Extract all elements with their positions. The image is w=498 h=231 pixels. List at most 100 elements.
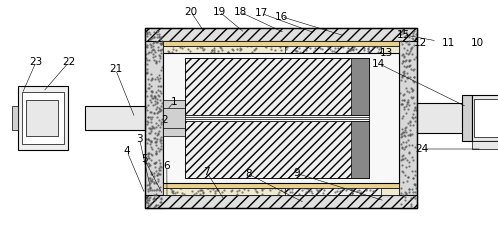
Point bbox=[410, 80, 418, 84]
Point bbox=[152, 173, 160, 177]
Text: 16: 16 bbox=[275, 12, 288, 22]
Bar bbox=[285, 41, 381, 63]
Point bbox=[154, 178, 162, 181]
Point bbox=[399, 157, 407, 161]
Point bbox=[410, 183, 418, 186]
Point bbox=[370, 183, 378, 186]
Bar bbox=[351, 58, 369, 115]
Point bbox=[188, 189, 196, 193]
Point bbox=[364, 49, 372, 52]
Point bbox=[155, 172, 163, 176]
Point bbox=[401, 128, 409, 132]
Point bbox=[326, 42, 334, 46]
Point bbox=[146, 172, 154, 176]
Point bbox=[147, 140, 155, 144]
Point bbox=[255, 182, 263, 186]
Point bbox=[156, 104, 164, 108]
Point bbox=[172, 48, 180, 52]
Point bbox=[144, 201, 152, 204]
Point bbox=[154, 123, 162, 127]
Point bbox=[374, 50, 382, 54]
Point bbox=[155, 119, 163, 122]
Point bbox=[400, 55, 408, 58]
Point bbox=[147, 130, 155, 133]
Point bbox=[148, 153, 156, 157]
Point bbox=[246, 42, 253, 46]
Point bbox=[145, 131, 153, 135]
Bar bbox=[163, 183, 399, 195]
Point bbox=[402, 30, 410, 34]
Point bbox=[406, 134, 414, 137]
Text: 22: 22 bbox=[62, 57, 75, 67]
Text: 8: 8 bbox=[246, 169, 252, 179]
Point bbox=[288, 190, 296, 194]
Point bbox=[146, 84, 154, 88]
Point bbox=[143, 108, 151, 112]
Point bbox=[397, 186, 405, 190]
Point bbox=[404, 42, 412, 46]
Point bbox=[156, 56, 164, 60]
Point bbox=[150, 112, 158, 115]
Point bbox=[145, 139, 153, 142]
Point bbox=[230, 183, 238, 187]
Point bbox=[248, 50, 256, 54]
Point bbox=[400, 133, 408, 137]
Point bbox=[399, 31, 407, 34]
Point bbox=[152, 59, 160, 62]
Point bbox=[401, 145, 409, 149]
Point bbox=[149, 55, 157, 59]
Point bbox=[410, 75, 418, 79]
Point bbox=[156, 37, 164, 41]
Point bbox=[404, 175, 412, 179]
Point bbox=[364, 47, 372, 50]
Text: 6: 6 bbox=[163, 161, 170, 171]
Point bbox=[167, 187, 175, 190]
Point bbox=[405, 59, 413, 63]
Point bbox=[411, 190, 419, 194]
Point bbox=[146, 111, 154, 114]
Point bbox=[403, 158, 411, 162]
Point bbox=[317, 183, 325, 187]
Point bbox=[410, 76, 418, 79]
Point bbox=[344, 41, 352, 45]
Point bbox=[345, 186, 353, 189]
Point bbox=[400, 73, 408, 77]
Point bbox=[150, 136, 158, 140]
Point bbox=[150, 181, 158, 184]
Point bbox=[158, 40, 166, 43]
Point bbox=[408, 187, 416, 191]
Point bbox=[406, 133, 414, 137]
Point bbox=[218, 190, 226, 194]
Point bbox=[216, 45, 224, 49]
Point bbox=[143, 200, 151, 204]
Point bbox=[295, 46, 303, 50]
Point bbox=[412, 186, 420, 190]
Point bbox=[155, 79, 163, 83]
Point bbox=[396, 30, 404, 33]
Point bbox=[157, 135, 165, 139]
Point bbox=[153, 112, 161, 115]
Point bbox=[156, 76, 164, 80]
Point bbox=[346, 48, 354, 52]
Point bbox=[401, 156, 409, 159]
Point bbox=[220, 188, 228, 192]
Point bbox=[144, 82, 152, 86]
Point bbox=[155, 109, 163, 112]
Point bbox=[401, 40, 409, 44]
Point bbox=[147, 72, 155, 75]
Point bbox=[169, 191, 177, 195]
Point bbox=[305, 183, 313, 187]
Point bbox=[279, 41, 287, 45]
Point bbox=[408, 45, 416, 49]
Point bbox=[152, 203, 160, 207]
Point bbox=[399, 170, 407, 174]
Point bbox=[250, 48, 258, 52]
Point bbox=[397, 98, 405, 102]
Point bbox=[409, 124, 417, 127]
Point bbox=[407, 87, 415, 90]
Point bbox=[399, 28, 407, 32]
Point bbox=[295, 192, 303, 195]
Point bbox=[399, 94, 407, 97]
Point bbox=[344, 49, 352, 53]
Point bbox=[218, 48, 226, 52]
